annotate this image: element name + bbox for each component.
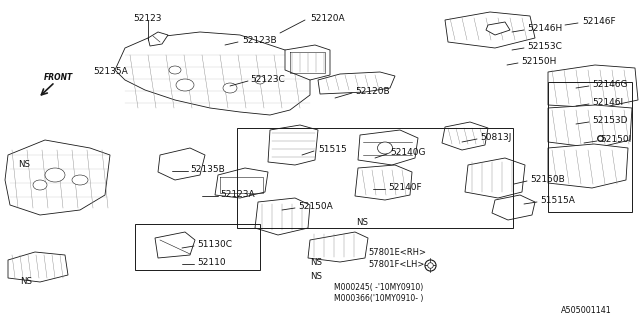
- Text: 52135B: 52135B: [190, 165, 225, 174]
- Text: A505001141: A505001141: [561, 306, 612, 315]
- Polygon shape: [255, 198, 310, 235]
- Text: 52140F: 52140F: [388, 183, 422, 192]
- Polygon shape: [355, 165, 412, 200]
- Text: 52146I: 52146I: [592, 98, 623, 107]
- Ellipse shape: [72, 175, 88, 185]
- Ellipse shape: [33, 180, 47, 190]
- Text: 52146H: 52146H: [527, 24, 563, 33]
- Text: 52150B: 52150B: [530, 175, 564, 184]
- Text: 52140G: 52140G: [390, 148, 426, 157]
- Polygon shape: [486, 22, 510, 35]
- Text: 52123C: 52123C: [250, 75, 285, 84]
- Polygon shape: [5, 140, 110, 215]
- Ellipse shape: [45, 168, 65, 182]
- Polygon shape: [548, 105, 632, 148]
- Text: 52150A: 52150A: [298, 202, 333, 211]
- Polygon shape: [155, 232, 195, 258]
- Bar: [237, 128, 513, 228]
- Ellipse shape: [169, 66, 181, 74]
- Polygon shape: [465, 158, 525, 198]
- Polygon shape: [158, 148, 205, 180]
- Text: NS: NS: [310, 258, 322, 267]
- Polygon shape: [148, 32, 168, 46]
- Ellipse shape: [176, 79, 194, 91]
- Text: 51130C: 51130C: [197, 240, 232, 249]
- Ellipse shape: [223, 83, 237, 93]
- Text: 52123A: 52123A: [220, 190, 255, 199]
- Text: NS: NS: [18, 160, 30, 169]
- Ellipse shape: [255, 76, 265, 84]
- Text: 52123B: 52123B: [242, 36, 276, 45]
- Polygon shape: [445, 12, 535, 48]
- Bar: [548, 82, 632, 212]
- Text: NS: NS: [310, 272, 322, 281]
- Text: 52123: 52123: [134, 14, 163, 23]
- Polygon shape: [548, 144, 628, 188]
- Text: 52146F: 52146F: [582, 17, 616, 26]
- Text: 52150I: 52150I: [600, 135, 631, 144]
- Polygon shape: [442, 122, 488, 150]
- Text: 50813J: 50813J: [480, 133, 511, 142]
- Bar: [135, 224, 260, 270]
- Polygon shape: [268, 125, 318, 165]
- Text: 52153D: 52153D: [592, 116, 627, 125]
- Text: 52120A: 52120A: [310, 14, 344, 23]
- Polygon shape: [308, 232, 368, 262]
- Text: 57801F<LH>: 57801F<LH>: [368, 260, 424, 269]
- Text: M000245( -'10MY0910): M000245( -'10MY0910): [334, 283, 423, 292]
- Polygon shape: [318, 72, 395, 94]
- Text: 52135A: 52135A: [93, 67, 128, 76]
- Text: 52120B: 52120B: [355, 87, 390, 96]
- Polygon shape: [215, 168, 268, 198]
- Text: 51515: 51515: [318, 145, 347, 154]
- Text: NS: NS: [20, 277, 32, 286]
- Text: 51515A: 51515A: [540, 196, 575, 205]
- Polygon shape: [8, 252, 68, 282]
- Text: M000366('10MY0910- ): M000366('10MY0910- ): [334, 294, 424, 303]
- Polygon shape: [548, 65, 638, 108]
- Polygon shape: [492, 195, 535, 220]
- Text: NS: NS: [356, 218, 368, 227]
- Ellipse shape: [378, 142, 392, 154]
- Text: 52153C: 52153C: [527, 42, 562, 51]
- Text: 52110: 52110: [197, 258, 226, 267]
- Polygon shape: [285, 45, 330, 80]
- Text: 57801E<RH>: 57801E<RH>: [368, 248, 426, 257]
- Text: FRONT: FRONT: [44, 73, 73, 82]
- Polygon shape: [115, 32, 310, 115]
- Polygon shape: [358, 130, 418, 165]
- Text: 52146G: 52146G: [592, 80, 627, 89]
- Text: 52150H: 52150H: [521, 57, 556, 66]
